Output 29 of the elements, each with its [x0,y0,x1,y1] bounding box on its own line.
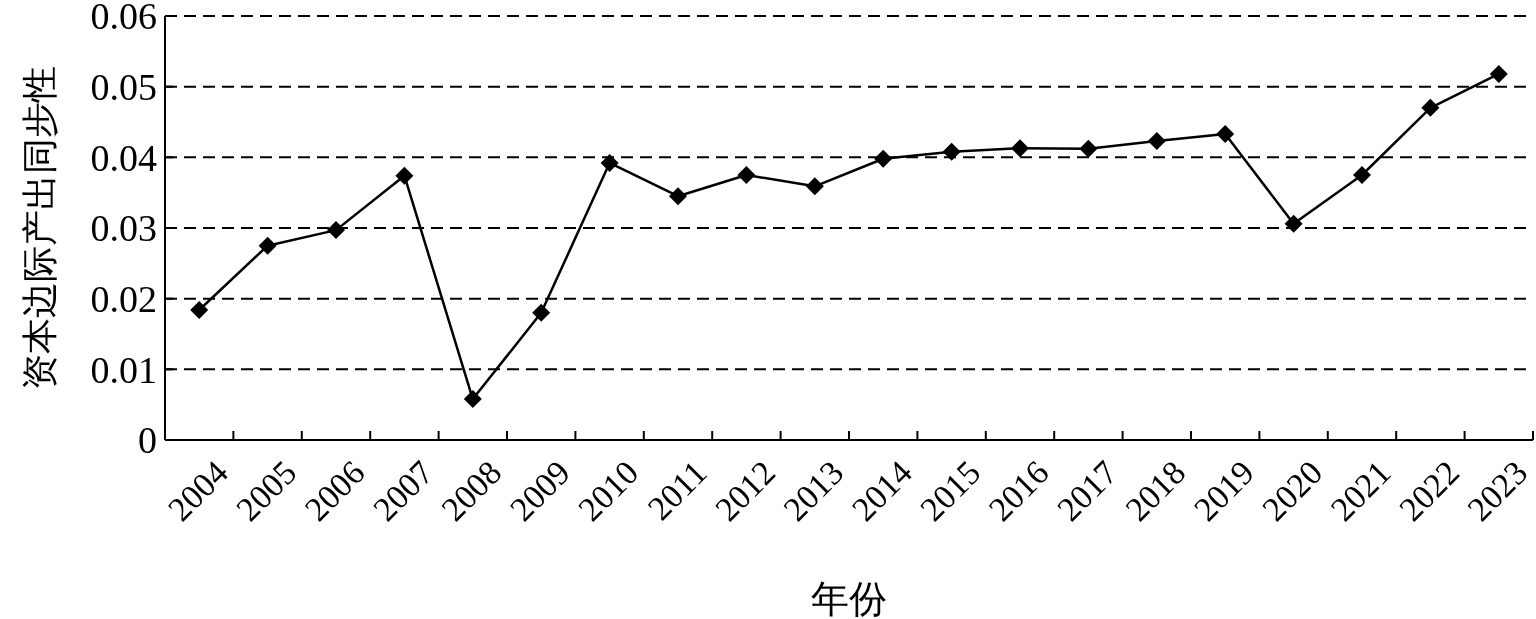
y-axis-title: 资本边际产出同步性 [20,66,60,390]
point [1079,139,1098,158]
y-tick-label: 0.01 [90,348,157,391]
point [1489,64,1508,83]
point [737,166,756,184]
x-axis-title: 年份 [811,578,887,619]
point [942,142,961,161]
point [327,221,345,240]
point [532,303,551,322]
point [463,390,482,409]
y-tick-label: 0 [138,419,157,462]
point [1147,132,1166,151]
y-tick-label: 0.02 [90,277,157,320]
y-tick-label: 0.05 [90,65,157,108]
point [874,149,893,168]
y-tick-label: 0.06 [90,0,157,38]
point [1216,125,1235,144]
y-tick-label: 0.04 [90,136,157,179]
point [1421,98,1440,117]
point [190,300,209,319]
point [805,177,824,196]
point [1353,166,1371,184]
point [258,236,277,255]
y-tick-label: 0.03 [90,207,157,250]
point [1284,214,1303,233]
point [395,166,414,185]
point [1011,139,1029,158]
point [600,153,619,172]
point [669,187,687,206]
